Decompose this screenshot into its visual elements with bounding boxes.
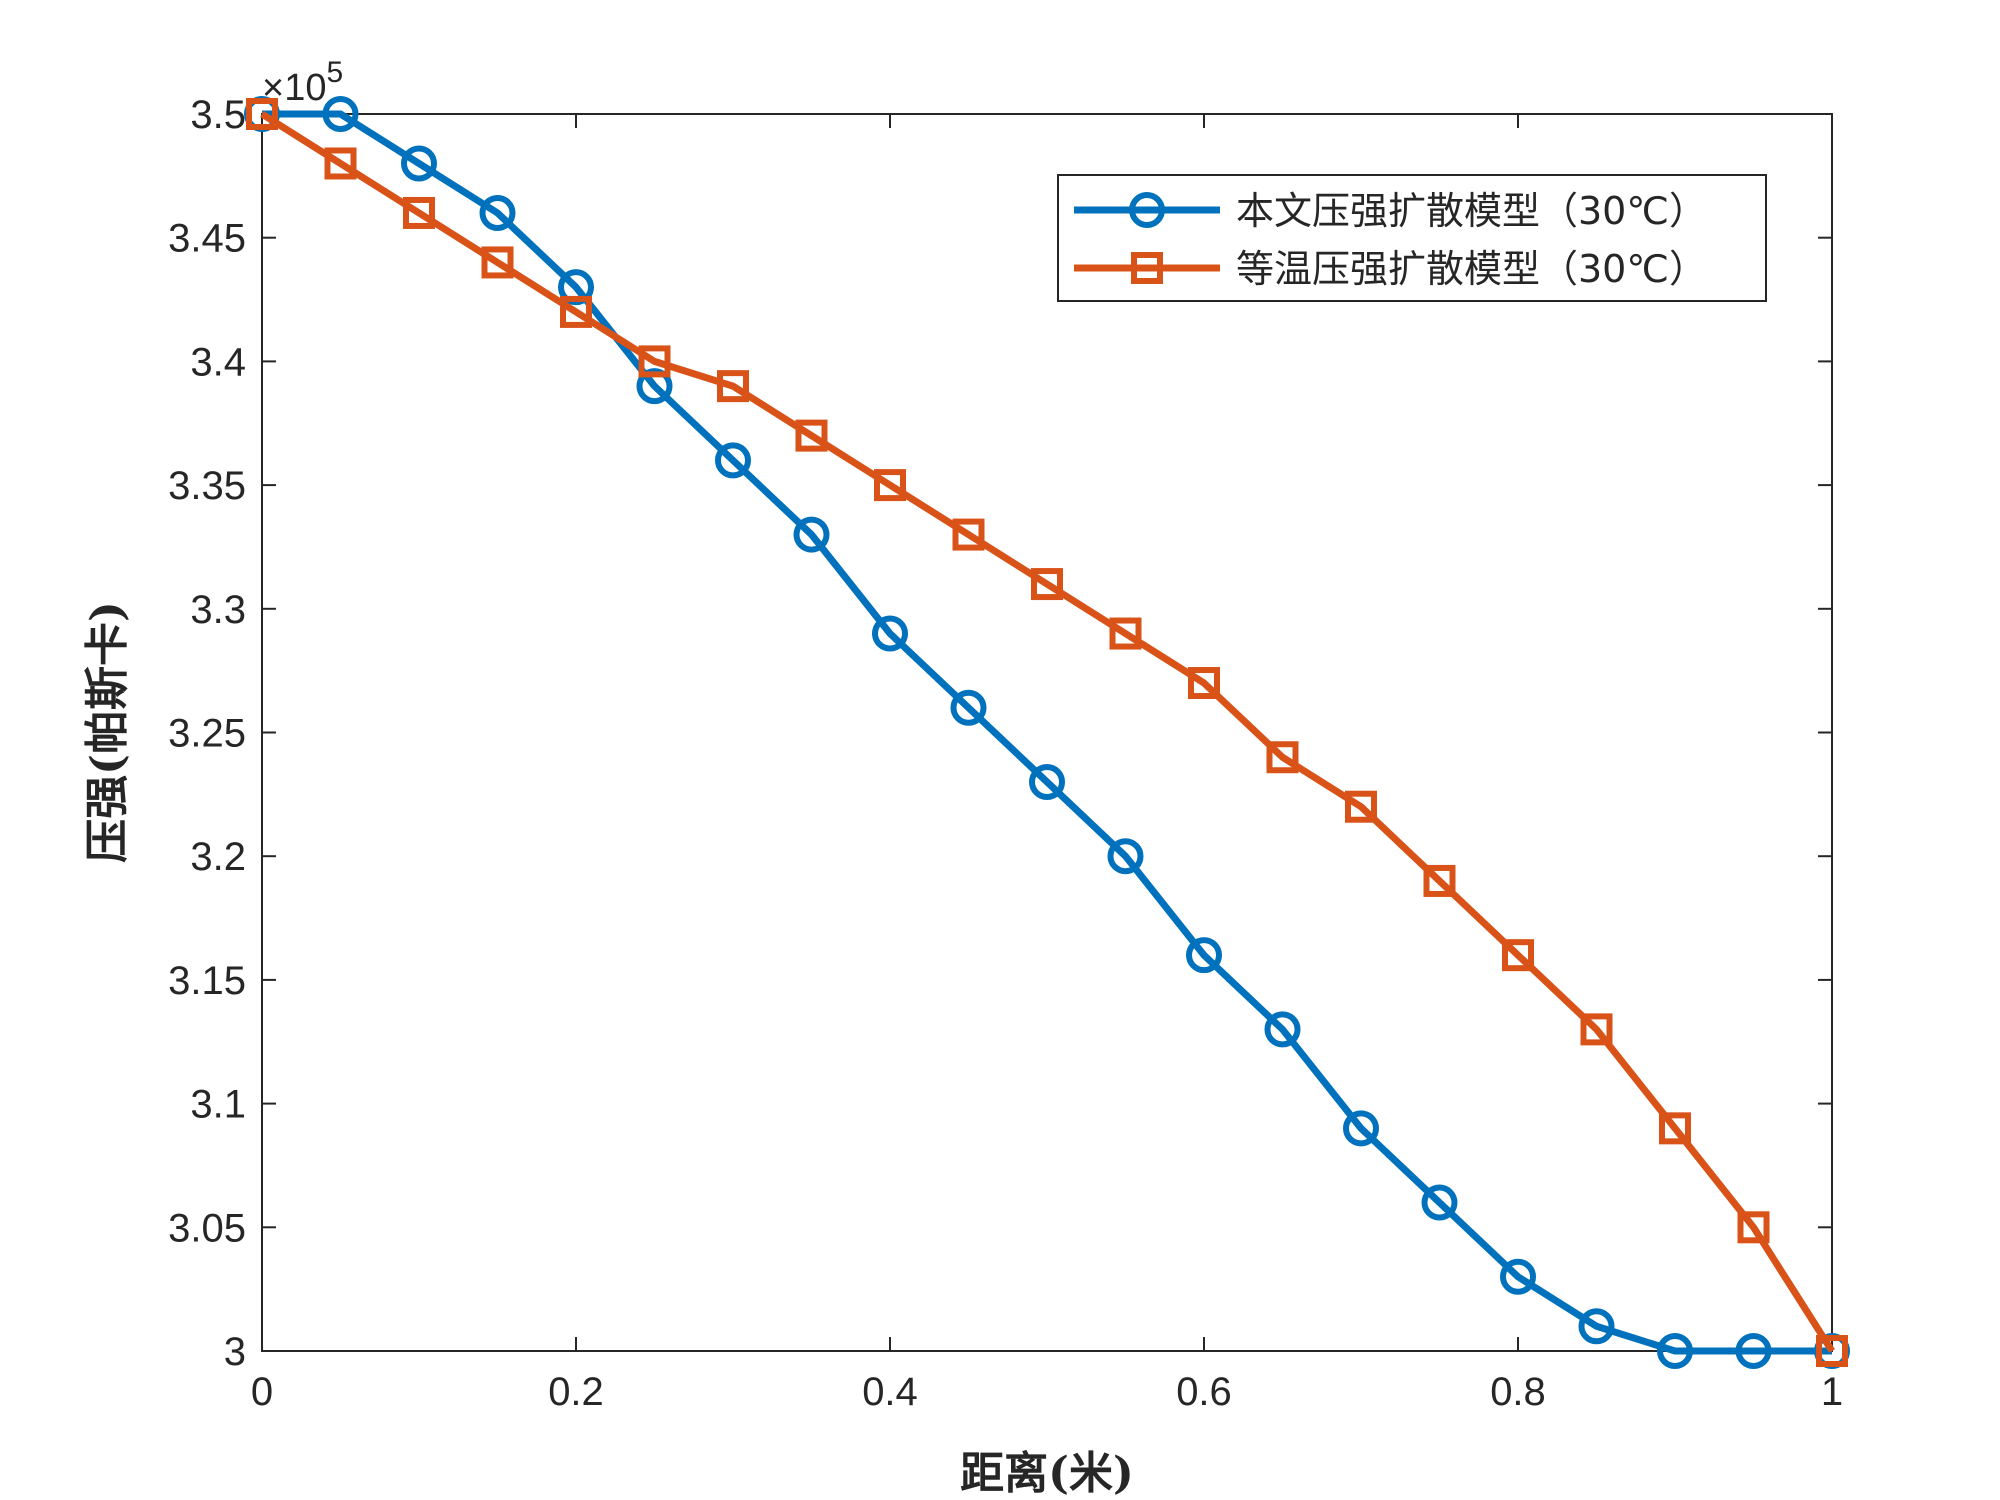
y-tick-label: 3.15 [168,959,246,1003]
circle-marker [401,145,437,182]
y-tick-label: 3 [224,1330,246,1374]
circle-marker [872,615,908,652]
x-tick-label: 0.4 [862,1370,918,1414]
circle-marker [1107,838,1144,875]
square-marker [1031,568,1063,601]
y-tick-label: 3.35 [168,464,246,508]
y-axis-multiplier-exponent: 5 [326,56,343,89]
square-marker [246,98,278,130]
x-axis-title: 距离(米) [960,1448,1134,1499]
series-layer [244,96,1850,1369]
y-axis-title: 压强(帕斯卡) [82,601,133,863]
legend-entries: 本文压强扩散模型（30℃） 等温压强扩散模型（30℃） [1074,189,1707,291]
series-1 [244,96,1850,1369]
legend-marker [1131,252,1163,284]
circle-marker [1735,1333,1772,1369]
circle-marker [1264,1011,1301,1048]
series-line [260,111,1835,1353]
y-tick-label: 3.05 [168,1206,246,1250]
square-marker [1266,741,1299,774]
series-2 [246,98,1848,1367]
circle-marker [636,368,673,405]
square-marker [324,147,357,180]
x-tick-label: 0.8 [1490,1370,1546,1414]
x-tick-label: 0.6 [1176,1370,1232,1414]
y-axis-ticks: 3 3.05 3.1 3.15 3.2 3.25 3.3 3.35 3.4 3.45 3.5 [168,93,1832,1374]
x-tick-label: 1 [1821,1370,1843,1414]
square-marker [1659,1112,1691,1145]
square-marker [1502,939,1534,972]
circle-marker [715,442,751,479]
square-marker [952,518,985,551]
x-tick-label: 0 [251,1370,273,1414]
square-marker [717,370,749,403]
square-marker [481,246,514,279]
square-marker [1737,1211,1770,1244]
series-line [262,110,1832,1355]
y-tick-label: 3.5 [190,93,246,137]
circle-marker [1500,1258,1536,1295]
square-marker [403,196,435,229]
circle-marker [1029,763,1065,800]
x-tick-label: 0.2 [548,1370,604,1414]
legend-box [1057,174,1767,302]
circle-marker [479,194,516,231]
square-marker [1109,617,1142,650]
square-marker [1816,1335,1848,1367]
square-marker [795,419,828,452]
y-tick-label: 3.1 [190,1083,246,1127]
circle-marker [1343,1110,1379,1147]
y-tick-label: 3.2 [190,835,246,879]
y-axis-multiplier-base: ×10 [262,67,326,109]
legend-marker [1129,192,1165,228]
square-marker [560,295,592,328]
square-marker [1188,667,1220,700]
square-marker [1580,1013,1613,1046]
y-axis-multiplier: ×105 [262,56,343,109]
y-tick-label: 3.45 [168,217,246,261]
circle-marker [793,516,830,553]
square-marker [1423,864,1456,897]
square-marker [1345,790,1377,823]
square-marker [638,345,671,378]
x-axis-ticks: 0 0.2 0.4 0.6 0.8 1 [251,114,1843,1414]
plot-area [261,113,1833,1352]
circle-marker [1657,1333,1693,1369]
circle-marker [322,96,359,132]
legend-label: 等温压强扩散模型（30℃） [1236,247,1707,291]
y-tick-label: 3.4 [190,340,246,384]
legend-label: 本文压强扩散模型（30℃） [1236,189,1707,233]
square-marker [874,469,906,502]
circle-marker [950,689,987,726]
legend: 本文压强扩散模型（30℃） 等温压强扩散模型（30℃） [1057,174,1767,302]
circle-marker [1186,937,1222,974]
y-tick-label: 3.25 [168,712,246,756]
circle-marker [1578,1308,1615,1345]
y-tick-label: 3.3 [190,588,246,632]
circle-marker [558,269,594,306]
circle-marker [1421,1184,1458,1221]
